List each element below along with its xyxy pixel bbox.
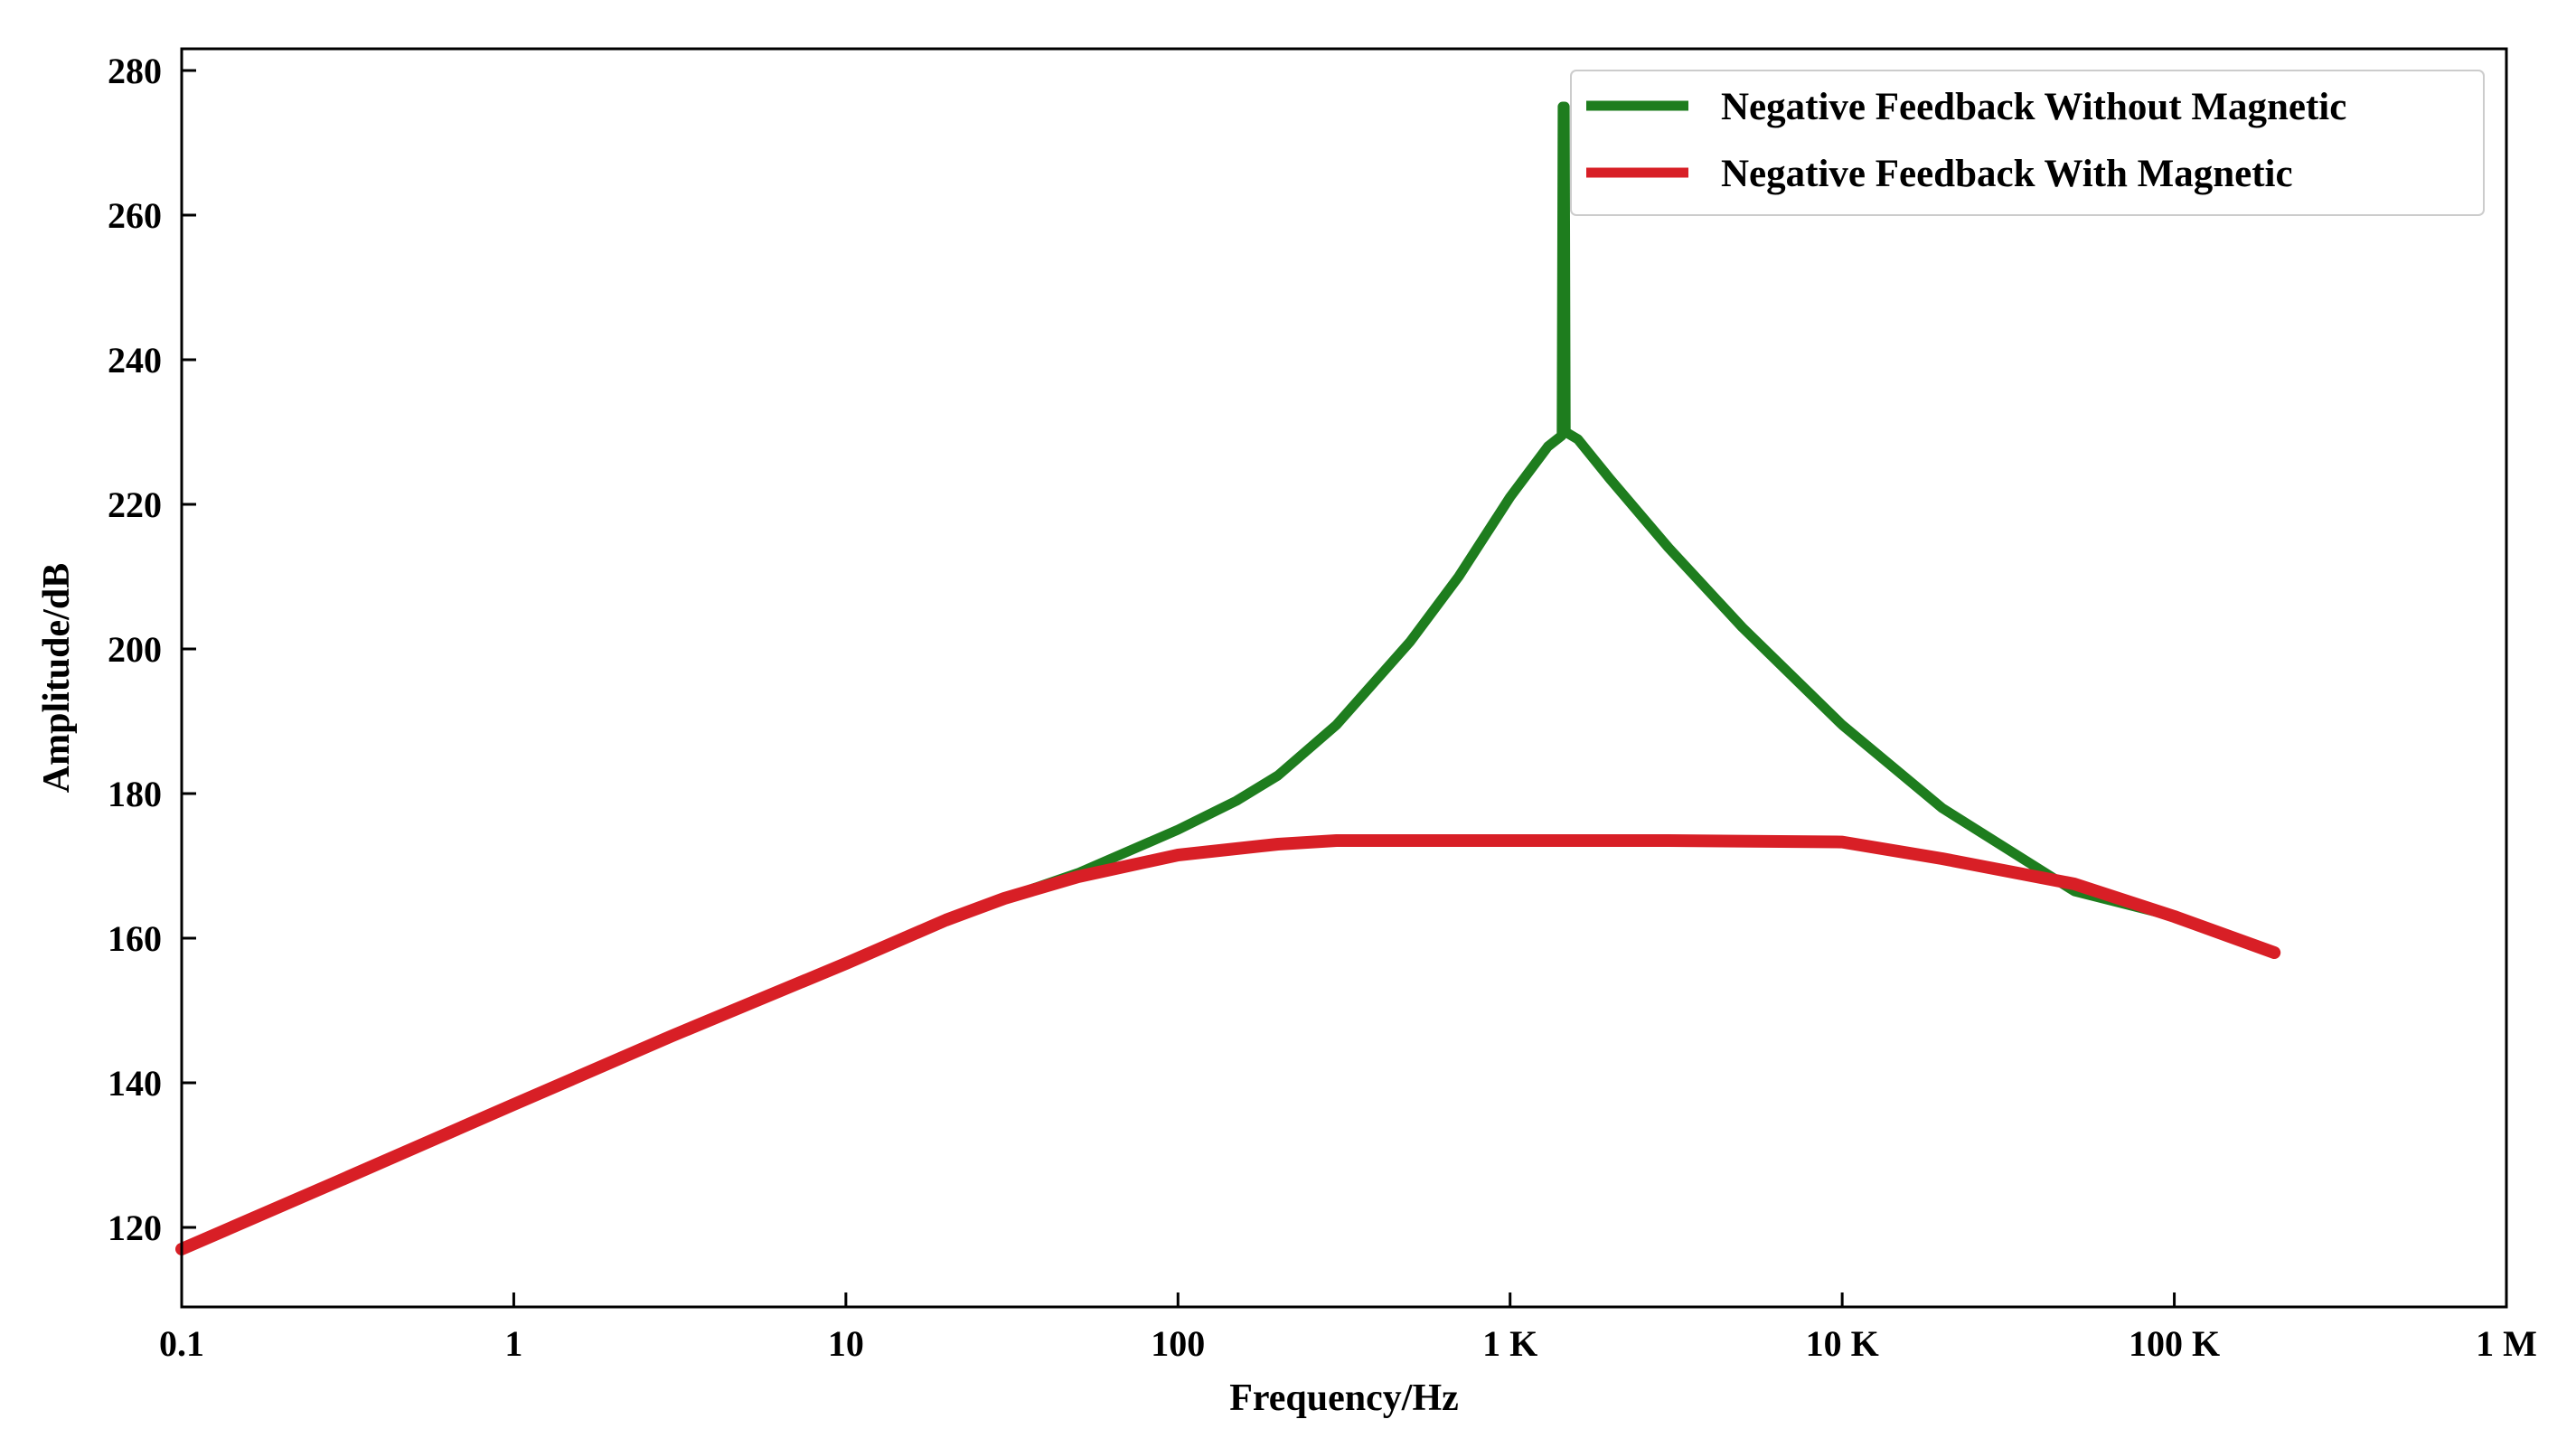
legend-label: Negative Feedback With Magnetic bbox=[1721, 153, 2293, 195]
y-axis-label: Amplitude/dB bbox=[36, 563, 78, 793]
plot-frame bbox=[180, 47, 2508, 1309]
x-tick-label: 1 K bbox=[1482, 1323, 1537, 1364]
x-tick-label: 0.1 bbox=[159, 1323, 204, 1364]
x-tick-label: 10 bbox=[828, 1323, 864, 1364]
y-tick-label: 280 bbox=[108, 51, 162, 91]
y-tick-label: 240 bbox=[108, 340, 162, 381]
y-tick-label: 260 bbox=[108, 195, 162, 236]
y-tick-label: 220 bbox=[108, 484, 162, 525]
y-axis: 120 140 160 180 200 220 240 260 280 bbox=[108, 51, 196, 1248]
x-tick-label: 10 K bbox=[1806, 1323, 1879, 1364]
x-tick-label: 1 bbox=[504, 1323, 522, 1364]
x-axis-label: Frequency/Hz bbox=[1229, 1377, 1459, 1419]
x-axis: 0.1 1 10 100 1 K 10 K 100 K 1 M bbox=[159, 1292, 2537, 1364]
series-layer bbox=[175, 101, 2281, 1255]
y-tick-label: 200 bbox=[108, 629, 162, 670]
series-line-with-magnetic bbox=[175, 834, 2281, 1255]
legend-box bbox=[1570, 70, 2485, 216]
legend-label: Negative Feedback Without Magnetic bbox=[1721, 86, 2346, 128]
y-tick-label: 180 bbox=[108, 774, 162, 814]
plot-area bbox=[182, 49, 2506, 1307]
x-tick-label: 100 K bbox=[2129, 1323, 2220, 1364]
legend: Negative Feedback Without Magnetic Negati… bbox=[1570, 70, 2485, 216]
x-tick-label: 1 M bbox=[2476, 1323, 2537, 1364]
y-tick-label: 140 bbox=[108, 1063, 162, 1104]
y-tick-label: 160 bbox=[108, 918, 162, 959]
y-tick-label: 120 bbox=[108, 1208, 162, 1248]
x-tick-label: 100 bbox=[1151, 1323, 1205, 1364]
